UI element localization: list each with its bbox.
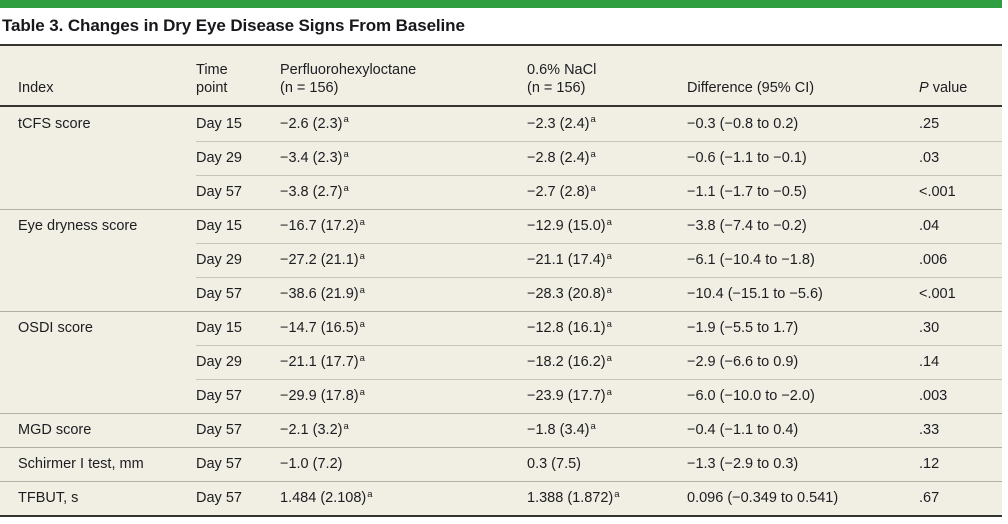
p-value-cell: .006 bbox=[915, 243, 1002, 277]
index-cell bbox=[18, 345, 196, 379]
time-point-cell: Day 57 bbox=[196, 490, 242, 506]
difference-cell: −1.1 (−1.7 to −0.5) bbox=[687, 175, 915, 209]
p-value-cell: .04 bbox=[919, 218, 940, 234]
table-title-block: Table 3. Changes in Dry Eye Disease Sign… bbox=[0, 8, 1002, 46]
column-header-time-point: Time point bbox=[196, 62, 228, 96]
table-row: OSDI score Day 15 −14.7 (16.5) a −12.8 (16.1… bbox=[0, 311, 1002, 345]
table-title: Table 3. Changes in Dry Eye Disease Sign… bbox=[2, 16, 465, 35]
nacl-value-cell: 0.3 (7.5) bbox=[527, 456, 581, 472]
perfluorohexyloctane-value-cell: −21.1 (17.7) a bbox=[280, 345, 527, 379]
column-header-p-value: P value bbox=[919, 80, 968, 96]
index-cell: OSDI score bbox=[18, 320, 93, 336]
index-cell: Eye dryness score bbox=[18, 218, 138, 234]
perfluorohexyloctane-value-cell: −3.8 (2.7) a bbox=[280, 175, 527, 209]
index-cell bbox=[18, 175, 196, 209]
p-value-cell: .67 bbox=[919, 490, 940, 506]
perfluorohexyloctane-value-cell: −3.4 (2.3) a bbox=[280, 141, 527, 175]
column-header-difference: Difference (95% CI) bbox=[687, 80, 815, 96]
nacl-value-cell: −23.9 (17.7) a bbox=[527, 379, 687, 413]
nacl-value-cell: −2.7 (2.8) a bbox=[527, 175, 687, 209]
nacl-value-cell: −12.8 (16.1) a bbox=[527, 318, 612, 336]
nacl-value-cell: −18.2 (16.2) a bbox=[527, 345, 687, 379]
time-point-cell: Day 29 bbox=[196, 345, 280, 379]
index-cell bbox=[18, 243, 196, 277]
p-value-cell: .25 bbox=[919, 115, 940, 132]
table-row: Day 29 −27.2 (21.1) a −21.1 (17.4) a −6.1 (−1… bbox=[0, 243, 1002, 277]
difference-cell: −10.4 (−15.1 to −5.6) bbox=[687, 277, 915, 311]
difference-cell: −0.3 (−0.8 to 0.2) bbox=[687, 115, 799, 132]
nacl-value-cell: −2.8 (2.4) a bbox=[527, 141, 687, 175]
column-header-index: Index bbox=[18, 80, 54, 96]
table-row: Schirmer I test, mm Day 57 −1.0 (7.2) 0.3 (… bbox=[0, 447, 1002, 481]
table-row: Day 29 −3.4 (2.3) a −2.8 (2.4) a −0.6 (−1.1 t… bbox=[0, 141, 1002, 175]
perfluorohexyloctane-value-cell: 1.484 (2.108) a bbox=[280, 488, 373, 506]
perfluorohexyloctane-value-cell: −2.6 (2.3) a bbox=[280, 114, 349, 132]
difference-cell: −2.9 (−6.6 to 0.9) bbox=[687, 345, 915, 379]
time-point-cell: Day 57 bbox=[196, 422, 242, 438]
table-row: tCFS score Day 15 −2.6 (2.3) a −2.3 (2.4) a −0… bbox=[0, 107, 1002, 141]
p-value-cell: .30 bbox=[919, 320, 940, 336]
time-point-cell: Day 29 bbox=[196, 243, 280, 277]
p-value-cell: .003 bbox=[915, 379, 1002, 413]
p-value-cell: <.001 bbox=[915, 175, 1002, 209]
time-point-cell: Day 29 bbox=[196, 141, 280, 175]
p-value-cell: .03 bbox=[915, 141, 1002, 175]
index-cell bbox=[18, 277, 196, 311]
perfluorohexyloctane-value-cell: −1.0 (7.2) bbox=[280, 456, 343, 472]
table-row: Day 57 −38.6 (21.9) a −28.3 (20.8) a −10.4 (−… bbox=[0, 277, 1002, 311]
time-point-cell: Day 15 bbox=[196, 115, 242, 132]
perfluorohexyloctane-value-cell: −29.9 (17.8) a bbox=[280, 379, 527, 413]
difference-cell: −1.9 (−5.5 to 1.7) bbox=[687, 320, 799, 336]
time-point-cell: Day 57 bbox=[196, 379, 280, 413]
perfluorohexyloctane-value-cell: −2.1 (3.2) a bbox=[280, 420, 349, 438]
nacl-value-cell: 1.388 (1.872) a bbox=[527, 488, 620, 506]
p-value-cell: .33 bbox=[919, 422, 940, 438]
table-row: Day 29 −21.1 (17.7) a −18.2 (16.2) a −2.9 (−6… bbox=[0, 345, 1002, 379]
index-cell: TFBUT, s bbox=[18, 490, 79, 506]
table-row: MGD score Day 57 −2.1 (3.2) a −1.8 (3.4) a −0.… bbox=[0, 413, 1002, 447]
difference-cell: −0.4 (−1.1 to 0.4) bbox=[687, 422, 799, 438]
index-cell: Schirmer I test, mm bbox=[18, 456, 144, 472]
data-table: Index Time point Perfluorohexyloctane (n… bbox=[0, 46, 1002, 517]
table-row: Day 57 −29.9 (17.8) a −23.9 (17.7) a −6.0 (−1… bbox=[0, 379, 1002, 413]
index-cell: tCFS score bbox=[18, 115, 91, 132]
difference-cell: 0.096 (−0.349 to 0.541) bbox=[687, 490, 839, 506]
table-header-row: Index Time point Perfluorohexyloctane (n… bbox=[0, 46, 1002, 107]
nacl-value-cell: −12.9 (15.0) a bbox=[527, 216, 612, 234]
accent-bar bbox=[0, 0, 1002, 8]
table-row: Eye dryness score Day 15 −16.7 (17.2) a −12.… bbox=[0, 209, 1002, 243]
time-point-cell: Day 15 bbox=[196, 320, 242, 336]
column-header-perfluorohexyloctane: Perfluorohexyloctane (n = 156) bbox=[280, 62, 417, 96]
index-cell: MGD score bbox=[18, 422, 92, 438]
table-row: TFBUT, s Day 57 1.484 (2.108) a 1.388 (1.872… bbox=[0, 481, 1002, 515]
index-cell bbox=[18, 141, 196, 175]
table-body: tCFS score Day 15 −2.6 (2.3) a −2.3 (2.4) a −0… bbox=[0, 107, 1002, 515]
time-point-cell: Day 15 bbox=[196, 218, 242, 234]
perfluorohexyloctane-value-cell: −38.6 (21.9) a bbox=[280, 277, 527, 311]
time-point-cell: Day 57 bbox=[196, 175, 280, 209]
time-point-cell: Day 57 bbox=[196, 277, 280, 311]
perfluorohexyloctane-value-cell: −27.2 (21.1) a bbox=[280, 243, 527, 277]
perfluorohexyloctane-value-cell: −16.7 (17.2) a bbox=[280, 216, 365, 234]
nacl-value-cell: −28.3 (20.8) a bbox=[527, 277, 687, 311]
difference-cell: −1.3 (−2.9 to 0.3) bbox=[687, 456, 799, 472]
time-point-cell: Day 57 bbox=[196, 456, 242, 472]
index-cell bbox=[18, 379, 196, 413]
p-value-cell: .14 bbox=[915, 345, 1002, 379]
column-header-nacl: 0.6% NaCl (n = 156) bbox=[527, 62, 597, 96]
nacl-value-cell: −21.1 (17.4) a bbox=[527, 243, 687, 277]
difference-cell: −0.6 (−1.1 to −0.1) bbox=[687, 141, 915, 175]
difference-cell: −6.1 (−10.4 to −1.8) bbox=[687, 243, 915, 277]
p-value-cell: .12 bbox=[919, 456, 940, 472]
perfluorohexyloctane-value-cell: −14.7 (16.5) a bbox=[280, 318, 365, 336]
difference-cell: −3.8 (−7.4 to −0.2) bbox=[687, 218, 807, 234]
difference-cell: −6.0 (−10.0 to −2.0) bbox=[687, 379, 915, 413]
p-value-cell: <.001 bbox=[915, 277, 1002, 311]
nacl-value-cell: −1.8 (3.4) a bbox=[527, 420, 596, 438]
table-row: Day 57 −3.8 (2.7) a −2.7 (2.8) a −1.1 (−1.7 t… bbox=[0, 175, 1002, 209]
nacl-value-cell: −2.3 (2.4) a bbox=[527, 114, 596, 132]
